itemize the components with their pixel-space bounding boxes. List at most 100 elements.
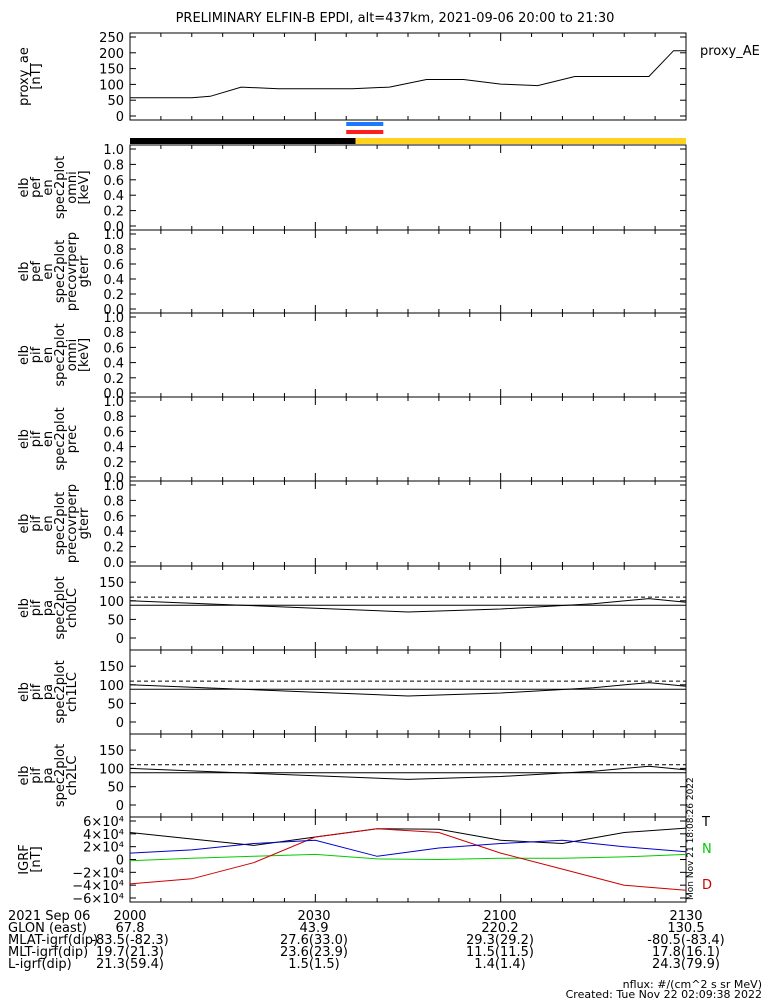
ylabel-ch0lc: elb: [17, 598, 32, 618]
ylabel-igrf: [nT]: [29, 846, 44, 872]
science-zone-marker-0: [346, 122, 384, 126]
xaxis-value: 2030: [297, 909, 330, 924]
panel-frame-pif_en: [129, 312, 687, 398]
ytick-label-pif_precovr: 0.2: [103, 541, 124, 556]
side-stamp: Mon Nov 21 18:08:26 2022: [686, 777, 696, 900]
ylabel-pif_prec: en: [41, 431, 56, 447]
xaxis-value: 2130: [669, 909, 702, 924]
ylabel-pef_prec: gterr: [77, 255, 92, 287]
ytick-label-pif_prec: 0.2: [103, 456, 124, 471]
ylabel-pef_prec: spec2plot: [53, 240, 68, 303]
ylabel-pif_precovr: elb: [17, 514, 32, 534]
ytick-label-pef_prec: 1.0: [103, 228, 124, 243]
xaxis-value: -80.5(-83.4): [647, 933, 724, 948]
ytick-label-ch1lc: 50: [107, 697, 124, 712]
flux-units: nflux: #/(cm^2 s sr MeV): [623, 978, 762, 991]
ytick-label-pef_en: 0.8: [103, 158, 124, 173]
panels: 250200150100500proxy_ae[nT]proxy_AE1.00.…: [17, 31, 760, 907]
ylabel-pif_precovr: en: [41, 515, 56, 531]
xaxis-value: 67.8: [116, 921, 145, 936]
ylabel-ch1lc: pif: [29, 683, 44, 700]
ytick-label-igrf: −6×10⁴: [72, 892, 124, 907]
xaxis-value: 1.4(1.4): [474, 957, 526, 972]
ytick-label-pif_prec: 0.0: [103, 471, 124, 486]
xaxis-row-label: 2021 Sep 06: [8, 909, 90, 924]
ytick-label-ch1lc: 0: [116, 716, 124, 731]
ylabel-pif_prec: pif: [29, 430, 44, 447]
ytick-label-ch0lc: 150: [99, 576, 124, 591]
ylabel-proxy_ae: [nT]: [29, 63, 44, 89]
ytick-label-ch0lc: 50: [107, 613, 124, 628]
xaxis-value: 23.6(23.9): [280, 945, 348, 960]
ylabel-pef_en: en: [41, 179, 56, 195]
ytick-label-pif_prec: 1.0: [103, 395, 124, 410]
panel-frame-ch1lc: [129, 649, 687, 735]
ytick-label-pif_precovr: 0.0: [103, 556, 124, 571]
ylabel-pef_prec: pef: [29, 261, 44, 282]
ytick-label-proxy_ae: 250: [99, 31, 124, 46]
ylabel-ch2lc: pif: [29, 767, 44, 784]
ytick-label-pif_en: 0.6: [103, 341, 124, 356]
ytick-label-pif_en: 0.4: [103, 357, 124, 372]
xaxis-value: 1.5(1.5): [288, 957, 340, 972]
ytick-label-ch0lc: 100: [99, 595, 124, 610]
ylabel-ch0lc: pa: [41, 600, 56, 616]
panel-frame-ch0lc: [129, 565, 687, 651]
ylabel-pef_en: elb: [17, 178, 32, 198]
science-zone-marker-1: [346, 130, 384, 134]
ylabel-pif_prec: prec: [65, 425, 80, 453]
series-igrf-N: [129, 853, 687, 862]
ytick-label-pef_en: 0.0: [103, 220, 124, 235]
xaxis-value: 220.2: [481, 921, 518, 936]
ytick-label-pif_prec: 0.8: [103, 410, 124, 425]
xaxis-value: 27.6(33.0): [280, 933, 348, 948]
created-stamp: Created: Tue Nov 22 02:09:38 2022: [566, 988, 762, 1000]
ytick-label-pif_en: 0.2: [103, 372, 124, 387]
ylabel-pif_en: pif: [29, 346, 44, 363]
ytick-label-ch0lc: 0: [116, 632, 124, 647]
ytick-label-pif_prec: 0.6: [103, 425, 124, 440]
ytick-label-proxy_ae: 200: [99, 47, 124, 62]
ytick-label-pif_precovr: 0.6: [103, 510, 124, 525]
ytick-label-igrf: 6×10⁴: [83, 815, 124, 830]
ytick-label-ch1lc: 150: [99, 660, 124, 675]
ytick-label-pif_en: 0.8: [103, 326, 124, 341]
series-proxy-ae: [130, 50, 686, 99]
x-axis-labels: 2021 Sep 06 2000 2030 2100 2130 GLON (east) 67…: [8, 909, 725, 972]
ylabel-pif_en: en: [41, 347, 56, 363]
ytick-label-pif_precovr: 0.8: [103, 494, 124, 509]
ytick-label-proxy_ae: 50: [107, 94, 124, 109]
orbit-bar-segment-0: [130, 138, 356, 144]
legend-igrf-N: N: [702, 842, 712, 857]
ytick-label-pif_precovr: 0.4: [103, 525, 124, 540]
ytick-label-ch2lc: 150: [99, 744, 124, 759]
ylabel-pif_en: [keV]: [77, 338, 92, 372]
ylabel-pef_prec: elb: [17, 262, 32, 282]
ylabel-ch1lc: pa: [41, 684, 56, 700]
ylabel-ch2lc: spec2plot: [53, 744, 68, 807]
ylabel-pif_prec: elb: [17, 429, 32, 449]
series-igrf-D: [129, 828, 687, 891]
ytick-label-igrf: 2×10⁴: [83, 841, 124, 856]
ylabel-pef_en: [keV]: [77, 170, 92, 204]
ylabel-pif_precovr: pif: [29, 515, 44, 532]
panel-frame-pif_precovr: [129, 480, 687, 567]
ytick-label-pef_en: 0.4: [103, 189, 124, 204]
xaxis-value: 2000: [113, 909, 146, 924]
orbit-bar-segment-1: [355, 138, 686, 144]
xaxis-value: 17.8(16.1): [652, 945, 720, 960]
chart-title: PRELIMINARY ELFIN-B EPDI, alt=437km, 202…: [176, 11, 615, 26]
ylabel-pef_en: spec2plot: [53, 156, 68, 219]
ytick-label-igrf: −2×10⁴: [72, 866, 124, 881]
ylabel-pif_precovr: spec2plot: [53, 492, 68, 555]
xaxis-value: 2100: [483, 909, 516, 924]
xaxis-value: 43.9: [300, 921, 329, 936]
legend-proxy-ae: proxy_AE: [700, 44, 760, 59]
ylabel-pef_en: omni: [65, 171, 80, 203]
ylabel-pif_en: spec2plot: [53, 323, 68, 386]
ylabel-pif_precovr: gterr: [77, 507, 92, 539]
xaxis-row-label: MLT-igrf(dip): [8, 945, 88, 960]
ylabel-pef_prec: en: [41, 263, 56, 279]
ytick-label-pif_prec: 0.4: [103, 441, 124, 456]
xaxis-value: 130.5: [667, 921, 704, 936]
